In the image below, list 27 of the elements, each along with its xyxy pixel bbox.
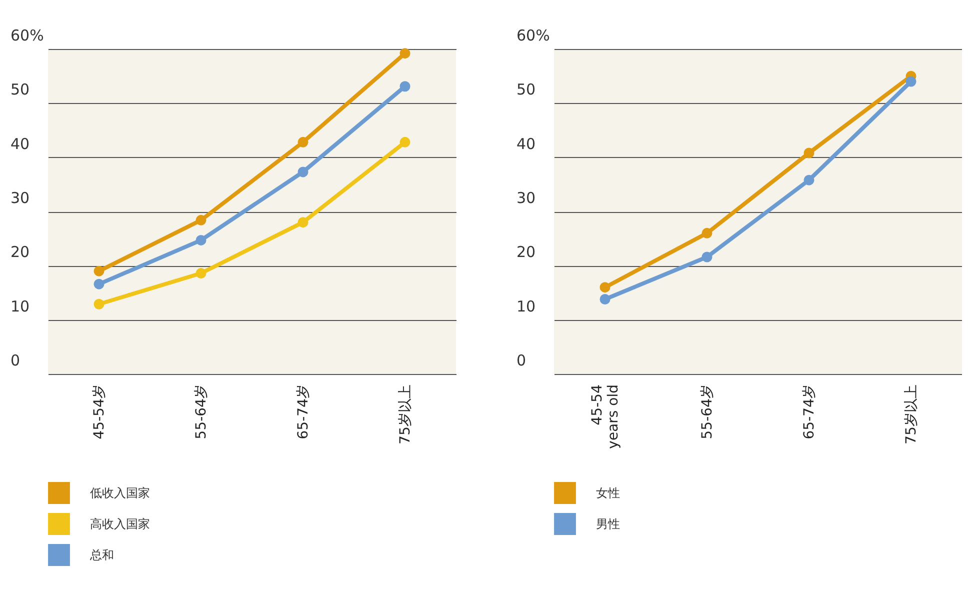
y-tick-label: 50 xyxy=(516,80,536,99)
x-tick-label: 75岁以上 xyxy=(904,384,920,444)
y-tick-label: 50 xyxy=(10,80,30,99)
y-tick-label: 30 xyxy=(516,189,536,207)
legend-label: 女性 xyxy=(596,486,620,500)
legend-label: 总和 xyxy=(89,548,114,562)
y-tick-label: 0 xyxy=(516,352,526,370)
y-tick-label: 0 xyxy=(10,352,20,370)
y-tick-label: 10 xyxy=(516,297,536,316)
x-tick-label: 45-54岁 xyxy=(92,384,108,440)
x-tick-label: 55-64岁 xyxy=(194,384,210,440)
x-tick-label: 45-54 years old xyxy=(590,384,622,449)
y-tick-label: 20 xyxy=(10,243,30,262)
x-tick-label: 65-74岁 xyxy=(296,384,312,440)
y-tick-label: 30 xyxy=(10,189,30,207)
y-tick-label: 20 xyxy=(516,243,536,262)
y-tick-label: 40 xyxy=(516,134,536,153)
legend-label: 高收入国家 xyxy=(90,517,150,531)
legend-label: 低收入国家 xyxy=(90,486,150,500)
x-tick-label: 65-74岁 xyxy=(802,384,818,440)
y-tick-label: 10 xyxy=(10,297,30,316)
y-tick-label: 60% xyxy=(10,26,44,44)
legend-label: 男性 xyxy=(596,517,620,531)
y-tick-label: 40 xyxy=(10,134,30,153)
x-tick-label: 75岁以上 xyxy=(398,384,414,444)
x-tick-label: 55-64岁 xyxy=(700,384,716,440)
y-tick-label: 60% xyxy=(516,26,550,44)
